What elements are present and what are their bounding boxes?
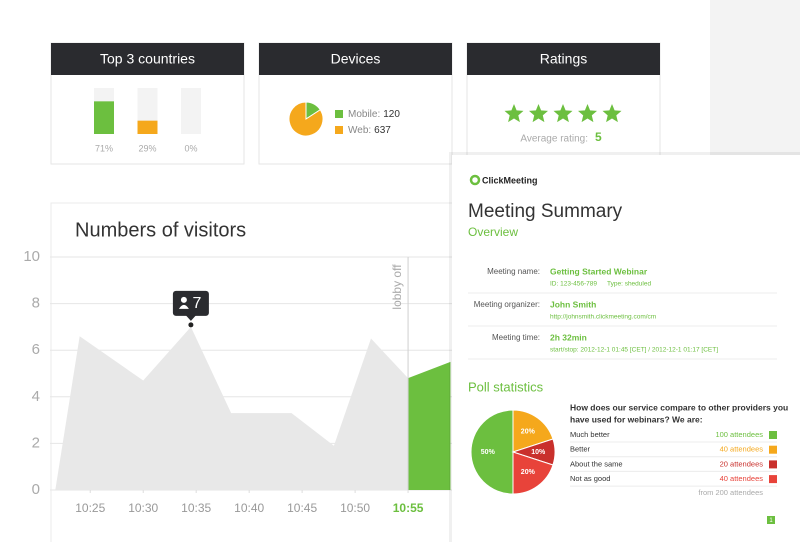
area (408, 361, 451, 490)
chart-title: Numbers of visitors (75, 219, 246, 241)
legend-label: Mobile: (348, 109, 380, 120)
tooltip-label: 7 (192, 295, 201, 312)
legend-text: Web: 637 (348, 125, 391, 136)
tooltip (172, 290, 209, 316)
card-header (259, 43, 452, 75)
card-header (467, 43, 660, 75)
field-detail: Type: sheduled (607, 281, 651, 288)
poll-answer: Not as good (570, 474, 610, 483)
slice-label: 20% (521, 428, 536, 435)
slice-label: 10% (531, 449, 546, 456)
poll-count: 40 attendees (720, 445, 764, 454)
poll-swatch (769, 431, 777, 439)
user-icon-head (180, 296, 187, 303)
page-badge (767, 516, 775, 524)
poll-answer: About the same (570, 459, 623, 468)
star (553, 104, 573, 123)
poll-count: 20 attendees (720, 459, 764, 468)
poll-swatch (769, 460, 777, 469)
area (55, 326, 409, 490)
star (602, 104, 622, 123)
field-label: Meeting name: (487, 267, 540, 276)
bar (137, 120, 158, 134)
legend-label: Web: (348, 125, 371, 136)
pie-slice (288, 101, 324, 137)
summary-subtitle: Overview (468, 225, 518, 239)
poll-swatch (769, 445, 777, 454)
card-title: Ratings (540, 51, 587, 67)
field-value: Getting Started Webinar (550, 266, 648, 276)
field-detail: http://johnsmith.clickmeeting.com/cm (550, 314, 656, 321)
x-tick-label: 10:35 (181, 501, 211, 515)
poll-answer: Much better (570, 430, 610, 439)
poll-count: 40 attendees (720, 474, 764, 483)
field-detail: ID: 123-456-789 (550, 281, 597, 288)
legend-text: Mobile: 120 (348, 109, 400, 120)
y-tick-label: 8 (32, 295, 40, 312)
x-tick-label: 10:40 (234, 501, 264, 515)
y-tick-label: 10 (23, 248, 40, 265)
poll-question: have used for webinars? We are: (570, 414, 703, 424)
field-value: John Smith (550, 299, 596, 309)
poll-total: from 200 attendees (698, 488, 763, 497)
star (504, 104, 524, 123)
card-title: Devices (331, 51, 381, 67)
y-tick-label: 4 (32, 388, 40, 405)
user-icon-body (178, 304, 189, 309)
field-value: 2h 32min (550, 332, 587, 342)
tooltip-arrow (185, 315, 196, 321)
x-tick-label: 10:45 (287, 501, 317, 515)
star (529, 104, 548, 123)
legend-swatch (335, 126, 343, 134)
field-detail: start/stop: 2012-12-1 01:45 [CET] / 2012… (550, 347, 718, 354)
star (578, 104, 597, 123)
poll-count: 100 attendees (715, 430, 763, 439)
poll-title: Poll statistics (468, 379, 544, 394)
field-label: Meeting organizer: (474, 300, 540, 309)
rating-value: 5 (595, 130, 602, 144)
point (188, 322, 194, 328)
bar (94, 101, 114, 134)
poll-swatch (769, 475, 777, 484)
bar-label: 71% (95, 143, 113, 153)
page-number: 1 (769, 518, 773, 524)
rating-label: Average rating: (520, 134, 588, 145)
logo-icon (469, 174, 481, 186)
card-header (51, 43, 244, 75)
poll-answer: Better (570, 445, 591, 454)
pie-slice (512, 409, 554, 453)
card-title: Top 3 countries (100, 51, 195, 67)
legend-value: 637 (374, 125, 391, 136)
summary-title: Meeting Summary (468, 201, 623, 222)
legend-value: 120 (383, 109, 400, 120)
logo: ClickMeeting (482, 175, 538, 185)
y-tick-label: 6 (32, 341, 40, 358)
poll-question: How does our service compare to other pr… (570, 402, 788, 412)
bar-label: 0% (184, 143, 197, 153)
bar-label: 29% (138, 143, 156, 153)
slice-label: 50% (481, 449, 496, 456)
x-tick-label: 10:30 (128, 501, 158, 515)
y-tick-label: 0 (32, 481, 40, 498)
field-label: Meeting time: (492, 333, 540, 342)
x-tick-label: 10:25 (75, 501, 105, 515)
pie-slice (470, 409, 514, 495)
pie-slice (512, 451, 554, 495)
annotation-label: lobby off (390, 264, 404, 310)
y-tick-label: 2 (32, 434, 40, 451)
x-tick-label: 10:55 (393, 501, 424, 515)
slice-label: 20% (521, 469, 536, 476)
legend-swatch (335, 110, 343, 118)
x-tick-label: 10:50 (340, 501, 370, 515)
bar-track (181, 88, 201, 134)
